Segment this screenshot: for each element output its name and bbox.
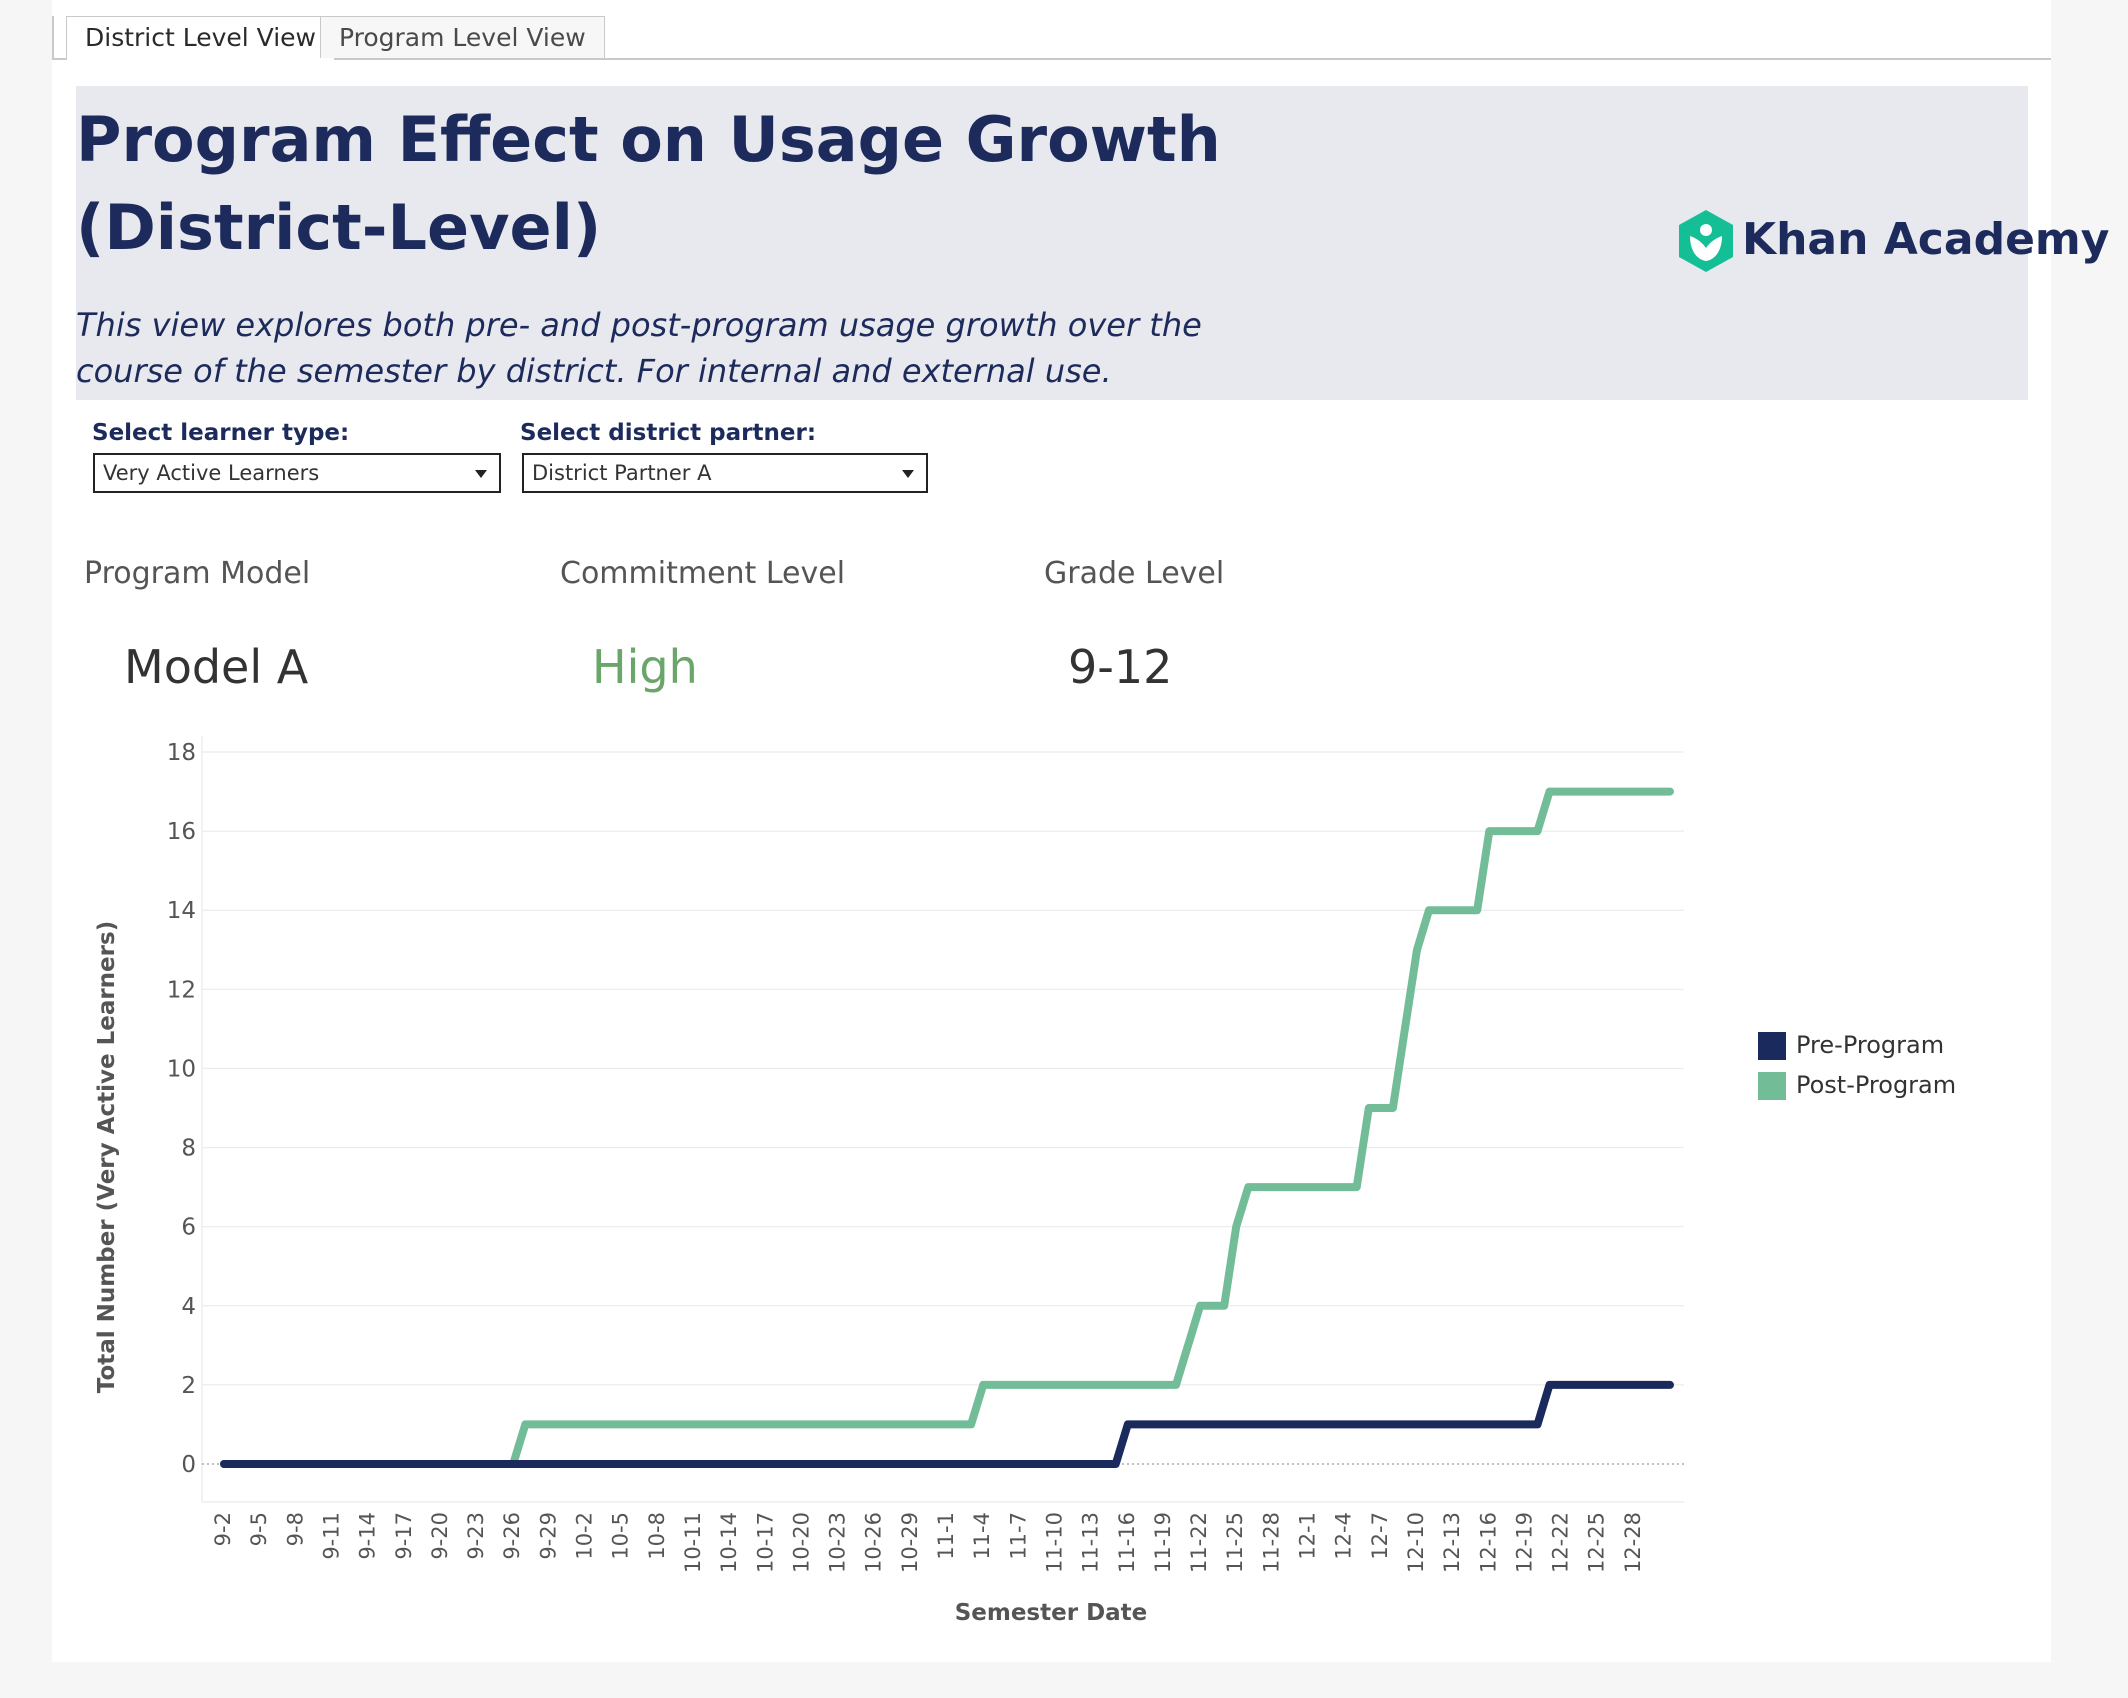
chevron-down-icon	[475, 470, 487, 478]
legend-swatch-post-program	[1758, 1072, 1786, 1100]
legend-swatch-pre-program	[1758, 1032, 1786, 1060]
khan-academy-logo: Khan Academy	[1676, 206, 2109, 276]
x-tick-label: 9-20	[428, 1512, 452, 1560]
y-tick-label: 2	[181, 1373, 196, 1399]
page-subtitle-line-1: This view explores both pre- and post-pr…	[76, 306, 1202, 344]
x-tick-label: 11-16	[1115, 1512, 1139, 1573]
x-tick-label: 12-28	[1621, 1512, 1645, 1573]
y-tick-label: 18	[167, 740, 196, 766]
page-subtitle: This view explores both pre- and post-pr…	[76, 302, 1276, 394]
x-tick-label: 11-19	[1151, 1512, 1175, 1573]
x-tick-label: 9-2	[211, 1512, 235, 1546]
page-title: Program Effect on Usage Growth (District…	[76, 96, 1276, 272]
y-tick-label: 4	[181, 1294, 196, 1320]
commitment-level-label: Commitment Level	[560, 556, 846, 591]
grade-level-label: Grade Level	[1044, 556, 1225, 591]
tab-bar: District Level View Program Level View	[52, 16, 2051, 60]
page-subtitle-line-2: course of the semester by district. For …	[76, 352, 1112, 390]
x-tick-label: 12-1	[1296, 1512, 1320, 1560]
y-tick-label: 14	[167, 898, 196, 924]
x-tick-label: 10-5	[609, 1512, 633, 1560]
x-tick-label: 12-25	[1585, 1512, 1609, 1573]
page-title-line-2: (District-Level)	[76, 191, 602, 264]
dashboard-page: District Level View Program Level View P…	[52, 0, 2109, 1662]
x-tick-label: 12-19	[1512, 1512, 1536, 1573]
x-tick-label: 11-22	[1187, 1512, 1211, 1573]
x-tick-label: 12-13	[1440, 1512, 1464, 1573]
grade-level-value: 9-12	[1068, 640, 1173, 694]
header-band: Program Effect on Usage Growth (District…	[76, 86, 2109, 400]
x-tick-label: 10-26	[862, 1512, 886, 1573]
y-tick-label: 0	[181, 1452, 196, 1478]
commitment-level-value: High	[592, 640, 698, 694]
x-tick-label: 10-8	[645, 1512, 669, 1560]
x-tick-label: 9-29	[536, 1512, 560, 1560]
x-tick-label: 11-25	[1223, 1512, 1247, 1573]
x-tick-label: 10-23	[826, 1512, 850, 1573]
y-tick-label: 8	[181, 1136, 196, 1162]
khan-academy-logo-icon	[1679, 210, 1733, 272]
x-axis-title: Semester Date	[955, 1600, 1148, 1626]
x-tick-label: 11-4	[970, 1512, 994, 1560]
x-tick-label: 9-17	[392, 1512, 416, 1560]
x-tick-label: 12-4	[1332, 1512, 1356, 1560]
district-partner-dropdown[interactable]: District Partner A	[522, 453, 928, 493]
x-tick-label: 9-5	[247, 1512, 271, 1546]
khan-academy-logo-text: Khan Academy	[1742, 214, 2110, 265]
x-tick-label: 11-10	[1042, 1512, 1066, 1573]
tab-program-level-view[interactable]: Program Level View	[320, 16, 605, 58]
district-partner-label: Select district partner:	[520, 420, 817, 446]
x-tick-label: 12-22	[1549, 1512, 1573, 1573]
x-tick-label: 11-28	[1259, 1512, 1283, 1573]
x-tick-label: 12-10	[1404, 1512, 1428, 1573]
x-tick-label: 11-1	[934, 1512, 958, 1560]
page-title-line-1: Program Effect on Usage Growth	[76, 103, 1221, 176]
x-tick-label: 9-11	[319, 1512, 343, 1560]
x-tick-label: 10-11	[681, 1512, 705, 1573]
learner-type-dropdown[interactable]: Very Active Learners	[93, 453, 501, 493]
y-axis-title: Total Number (Very Active Learners)	[94, 921, 120, 1393]
legend-label-pre-program: Pre-Program	[1796, 1031, 1945, 1059]
x-tick-label: 10-17	[753, 1512, 777, 1573]
x-tick-label: 11-13	[1079, 1512, 1103, 1573]
y-tick-label: 12	[167, 977, 196, 1003]
program-model-label: Program Model	[84, 556, 311, 591]
x-tick-label: 12-7	[1368, 1512, 1392, 1560]
tab-edge	[52, 16, 68, 58]
x-tick-label: 12-16	[1476, 1512, 1500, 1573]
x-tick-label: 10-2	[573, 1512, 597, 1560]
learner-type-value: Very Active Learners	[103, 461, 320, 485]
x-tick-label: 11-7	[1006, 1512, 1030, 1560]
learner-type-label: Select learner type:	[92, 420, 350, 446]
chevron-down-icon	[902, 470, 914, 478]
series-line-post-program	[220, 787, 1674, 1468]
y-tick-label: 16	[167, 819, 196, 845]
x-tick-label: 9-14	[356, 1512, 380, 1560]
tab-district-level-view[interactable]: District Level View	[66, 16, 336, 60]
x-tick-label: 9-23	[464, 1512, 488, 1560]
y-tick-label: 6	[181, 1215, 196, 1241]
usage-growth-chart: 0 2 4 6 8 10 12 14 16 18 9-2 9-5 9-8 9-11 9-14 9-17 9-20…	[94, 736, 1684, 1626]
legend-label-post-program: Post-Program	[1796, 1071, 1957, 1099]
x-tick-label: 9-8	[283, 1512, 307, 1546]
district-partner-value: District Partner A	[532, 461, 712, 485]
x-tick-label: 10-29	[898, 1512, 922, 1573]
program-model-value: Model A	[124, 640, 309, 694]
x-tick-label: 10-20	[789, 1512, 813, 1573]
series-line-pre-program	[220, 1380, 1674, 1468]
x-tick-label: 10-14	[717, 1512, 741, 1573]
y-tick-label: 10	[167, 1056, 196, 1082]
x-tick-label: 9-26	[500, 1512, 524, 1560]
